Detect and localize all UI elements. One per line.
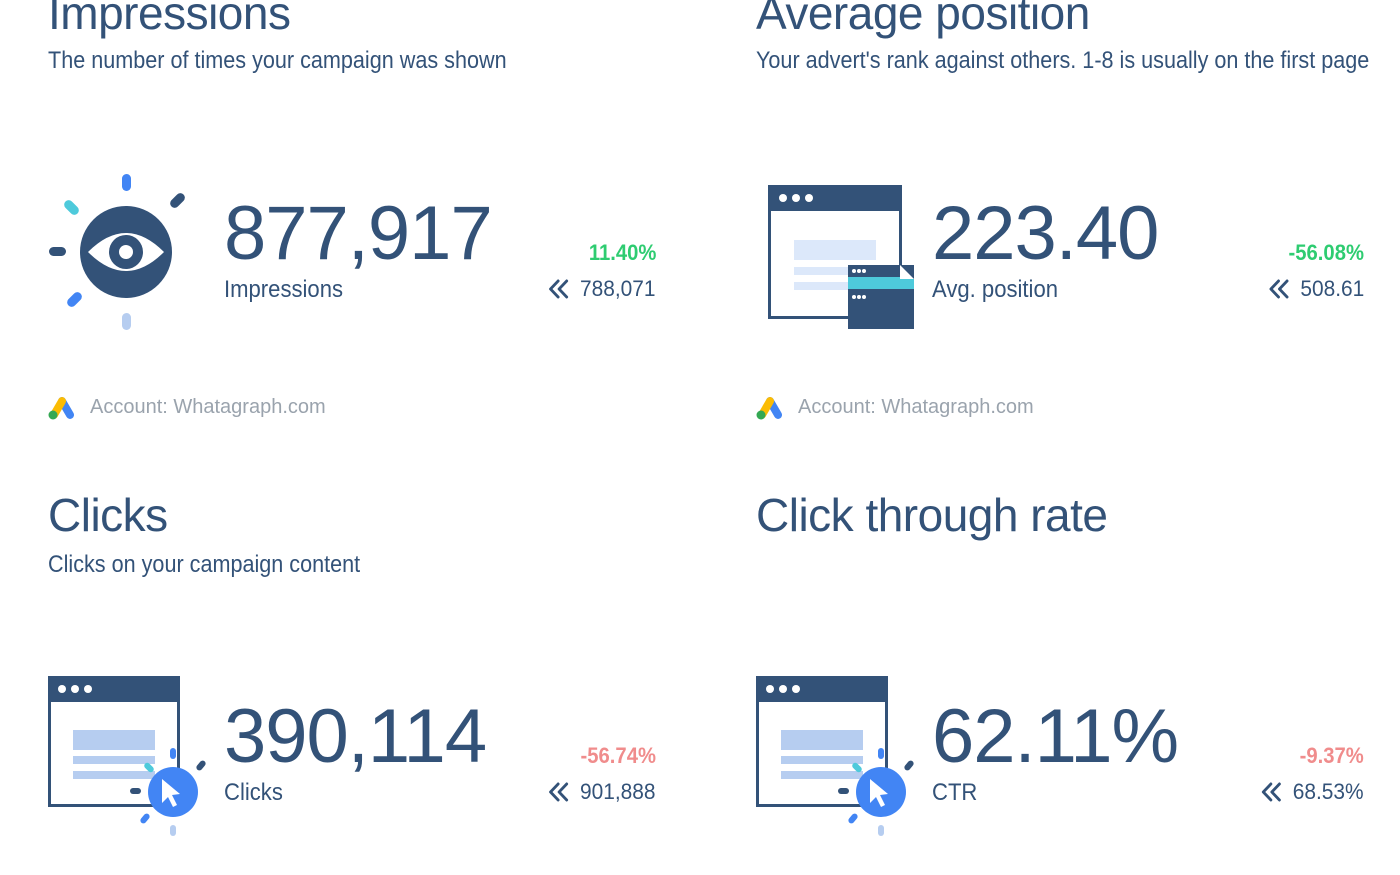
change-percent: 11.40% (588, 240, 656, 265)
google-ads-icon (48, 397, 74, 420)
widget-title: Clicks (48, 489, 168, 541)
widget-title: Click through rate (756, 489, 1108, 541)
widget-average-position: Average position Your advert's rank agai… (756, 0, 1376, 440)
metric-label: CTR (932, 779, 978, 806)
double-chevron-left-icon (1269, 279, 1289, 299)
change-percent: -56.08% (1288, 240, 1364, 265)
previous-value: 508.61 (1268, 276, 1364, 302)
double-chevron-left-icon (549, 279, 569, 299)
browser-click-icon (48, 676, 206, 836)
change-percent: -9.37% (1299, 743, 1364, 768)
previous-value-text: 788,071 (580, 276, 656, 301)
widget-title: Impressions (48, 0, 291, 39)
account-source: Account: Whatagraph.com (756, 394, 1034, 420)
metric-value: 223.40 (932, 191, 1159, 276)
account-text: Account: Whatagraph.com (90, 395, 326, 418)
metric-value: 390,114 (224, 694, 487, 779)
double-chevron-left-icon (549, 782, 569, 802)
browser-click-icon (756, 676, 914, 836)
account-source: Account: Whatagraph.com (48, 394, 326, 420)
widget-subtitle: The number of times your campaign was sh… (48, 47, 507, 74)
widget-subtitle: Clicks on your campaign content (48, 551, 361, 578)
metric-value: 877,917 (224, 191, 493, 276)
widget-impressions: Impressions The number of times your cam… (48, 0, 668, 440)
metric-value: 62.11% (932, 694, 1179, 779)
metric-label: Avg. position (932, 276, 1059, 303)
widget-clicks: Clicks Clicks on your campaign content 3… (48, 470, 668, 870)
previous-value: 788,071 (548, 276, 656, 302)
account-text: Account: Whatagraph.com (798, 395, 1034, 418)
metric-label: Impressions (224, 276, 344, 303)
metric-label: Clicks (224, 779, 283, 806)
double-chevron-left-icon (1262, 782, 1282, 802)
eye-icon (49, 174, 185, 330)
previous-value: 901,888 (548, 779, 656, 805)
previous-value-text: 68.53% (1293, 779, 1364, 804)
widget-title: Average position (756, 0, 1090, 39)
google-ads-icon (756, 397, 782, 420)
previous-value-text: 508.61 (1300, 276, 1364, 301)
previous-value-text: 901,888 (580, 779, 656, 804)
previous-value: 68.53% (1261, 779, 1364, 805)
browser-windows-icon (768, 185, 914, 329)
widget-click-through-rate: Click through rate 62.11% CTR -9.37% 68.… (756, 470, 1376, 870)
widget-subtitle: Your advert's rank against others. 1-8 i… (756, 47, 1370, 74)
change-percent: -56.74% (580, 743, 656, 768)
